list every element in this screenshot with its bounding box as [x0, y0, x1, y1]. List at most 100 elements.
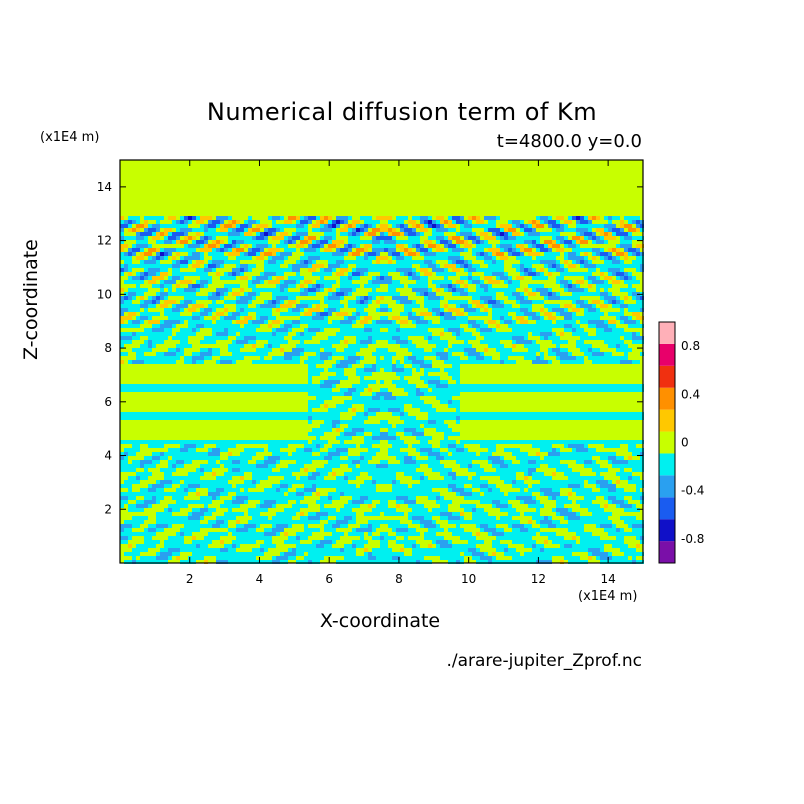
contour-cell	[364, 408, 368, 412]
contour-cell	[444, 252, 448, 256]
contour-cell	[520, 276, 524, 280]
contour-cell	[500, 360, 504, 364]
contour-cell	[480, 312, 484, 316]
contour-cell	[348, 292, 352, 296]
contour-cell	[200, 248, 204, 252]
contour-cell	[416, 288, 420, 292]
contour-cell	[244, 312, 248, 316]
contour-cell	[468, 292, 472, 296]
contour-cell	[300, 216, 304, 220]
contour-cell	[436, 376, 440, 380]
contour-cell	[204, 336, 208, 340]
contour-cell	[172, 300, 176, 304]
contour-cell	[412, 244, 416, 248]
contour-cell	[572, 236, 576, 240]
contour-cell	[528, 300, 532, 304]
contour-cell	[628, 412, 632, 416]
contour-cell	[348, 388, 352, 392]
contour-cell	[308, 284, 312, 288]
contour-cell	[124, 300, 128, 304]
contour-cell	[500, 240, 504, 244]
contour-cell	[296, 280, 300, 284]
contour-cell	[344, 340, 348, 344]
contour-cell	[448, 240, 452, 244]
contour-cell	[516, 280, 520, 284]
contour-cell	[332, 336, 336, 340]
contour-cell	[344, 400, 348, 404]
contour-cell	[364, 340, 368, 344]
contour-cell	[604, 304, 608, 308]
contour-cell	[220, 312, 224, 316]
contour-cell	[376, 400, 380, 404]
contour-cell	[128, 236, 132, 240]
contour-cell	[320, 268, 324, 272]
contour-cell	[520, 468, 524, 472]
contour-cell	[436, 296, 440, 300]
contour-cell	[316, 348, 320, 352]
contour-cell	[364, 412, 368, 416]
contour-cell	[636, 468, 640, 472]
contour-cell	[164, 240, 168, 244]
contour-cell	[524, 464, 528, 468]
contour-cell	[292, 280, 296, 284]
contour-cell	[184, 236, 188, 240]
contour-cell	[592, 468, 596, 472]
contour-cell	[468, 336, 472, 340]
contour-cell	[412, 236, 416, 240]
contour-cell	[372, 452, 376, 456]
contour-cell	[544, 220, 548, 224]
contour-cell	[124, 264, 128, 268]
contour-cell	[272, 356, 276, 360]
contour-cell	[604, 296, 608, 300]
contour-cell	[484, 224, 488, 228]
contour-cell	[364, 240, 368, 244]
contour-cell	[400, 336, 404, 340]
contour-cell	[148, 260, 152, 264]
contour-cell	[624, 248, 628, 252]
contour-cell	[432, 304, 436, 308]
contour-cell	[156, 292, 160, 296]
contour-cell	[552, 236, 556, 240]
contour-cell	[556, 292, 560, 296]
contour-cell	[280, 240, 284, 244]
contour-cell	[312, 216, 316, 220]
contour-cell	[220, 416, 224, 420]
contour-cell	[480, 452, 484, 456]
contour-cell	[488, 244, 492, 248]
contour-cell	[328, 240, 332, 244]
contour-cell	[396, 396, 400, 400]
contour-cell	[120, 416, 124, 420]
contour-cell	[264, 456, 268, 460]
contour-cell	[420, 328, 424, 332]
contour-cell	[460, 220, 464, 224]
contour-cell	[400, 240, 404, 244]
contour-cell	[452, 292, 456, 296]
contour-cell	[596, 352, 600, 356]
contour-cell	[520, 292, 524, 296]
contour-cell	[424, 392, 428, 396]
contour-cell	[536, 384, 540, 388]
contour-cell	[296, 352, 300, 356]
contour-cell	[120, 352, 124, 356]
contour-cell	[316, 428, 320, 432]
contour-cell	[548, 360, 552, 364]
contour-cell	[244, 224, 248, 228]
contour-cell	[520, 224, 524, 228]
contour-cell	[292, 240, 296, 244]
contour-cell	[532, 240, 536, 244]
contour-cell	[296, 324, 300, 328]
contour-cell	[392, 408, 396, 412]
contour-cell	[336, 324, 340, 328]
contour-cell	[128, 360, 132, 364]
contour-cell	[172, 264, 176, 268]
contour-cell	[544, 288, 548, 292]
contour-cell	[572, 356, 576, 360]
contour-cell	[212, 332, 216, 336]
contour-cell	[448, 324, 452, 328]
contour-cell	[316, 352, 320, 356]
contour-cell	[140, 472, 144, 476]
contour-cell	[392, 332, 396, 336]
contour-cell	[636, 252, 640, 256]
contour-cell	[472, 296, 476, 300]
contour-cell	[308, 420, 312, 424]
